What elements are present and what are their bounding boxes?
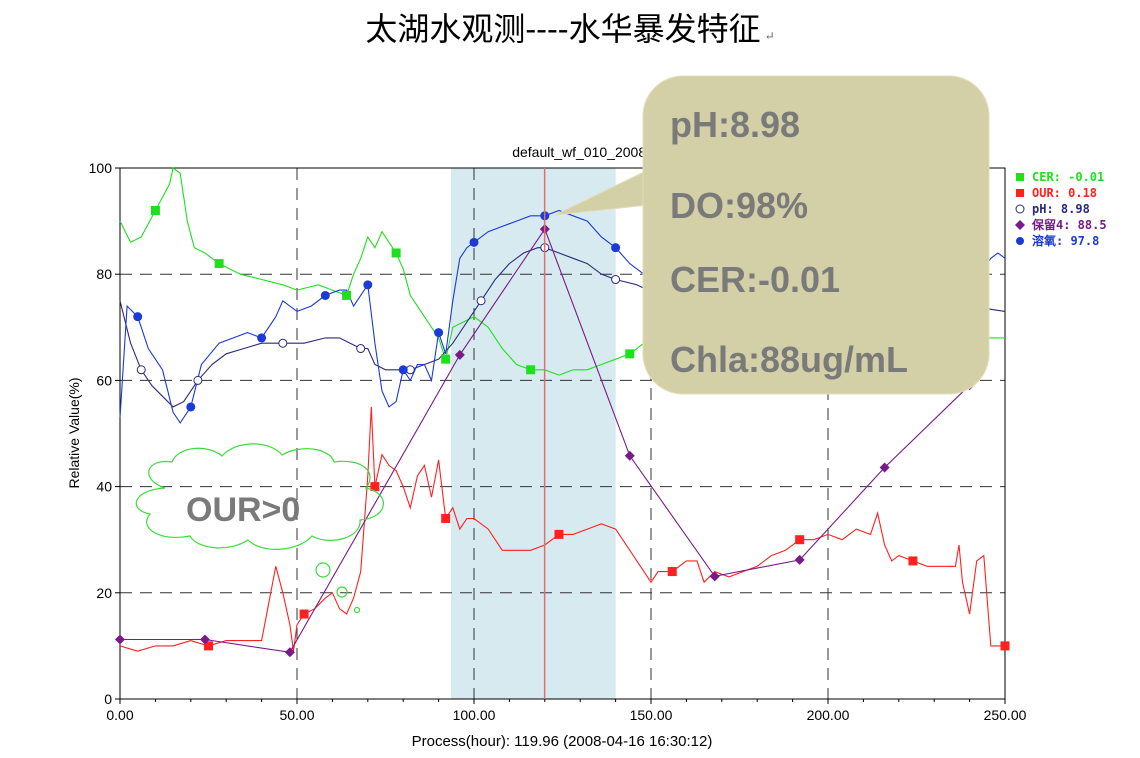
series-marker-1 <box>299 609 309 619</box>
cloud-outline <box>135 443 385 550</box>
y-tick-label: 60 <box>96 372 112 388</box>
highlight-band-layer <box>450 168 616 699</box>
series-marker-0 <box>214 259 224 269</box>
x-tick-label: 150.00 <box>630 707 673 723</box>
series-marker-4 <box>611 243 621 253</box>
y-axis-label: Relative Value(%) <box>66 377 82 488</box>
callout-do: DO:98% <box>670 185 808 226</box>
series-marker-3 <box>794 554 805 565</box>
series-marker-4 <box>434 328 444 338</box>
y-tick-label: 20 <box>96 585 112 601</box>
series-marker-4 <box>469 237 479 247</box>
callout-ph: pH:8.98 <box>670 104 800 145</box>
series-marker-4 <box>363 280 373 290</box>
thought-cloud <box>135 443 385 614</box>
series-marker-3 <box>454 349 465 360</box>
series-marker-1 <box>204 641 213 651</box>
series-marker-3 <box>709 571 720 582</box>
callout-chla: Chla:88ug/mL <box>670 339 908 380</box>
series-marker-4 <box>320 290 330 300</box>
series-marker-1 <box>667 567 677 577</box>
callout-box <box>642 75 990 395</box>
series-marker-1 <box>441 513 451 523</box>
legend-entry-2: pH: 8.98 <box>1032 202 1090 216</box>
series-marker-1 <box>370 482 380 492</box>
series-marker-4 <box>257 333 267 343</box>
series-marker-0 <box>342 290 352 300</box>
series-marker-0 <box>441 354 451 364</box>
series-marker-1 <box>554 529 564 539</box>
series-marker-3 <box>624 450 635 461</box>
series-marker-2 <box>356 344 366 354</box>
x-tick-label: 0.00 <box>106 707 133 723</box>
series-marker-2 <box>136 365 146 375</box>
callout-bubble: pH:8.98 DO:98% CER:-0.01 Chla:88ug/mL <box>554 75 990 395</box>
y-tick-label: 0 <box>104 691 112 707</box>
axes-layer: 0.00 50.00 100.00 150.00 200.00 250.00 0 20 40 60… <box>89 160 1027 723</box>
series-marker-3 <box>199 634 210 645</box>
y-tick-label: 100 <box>89 160 113 176</box>
x-axis-label: Process(hour): 119.96 (2008-04-16 16:30:… <box>412 733 713 750</box>
legend-entry-0: CER: -0.01 <box>1032 170 1104 184</box>
cloud-text: OUR>0 <box>186 491 300 529</box>
cloud-bubble-large <box>315 562 331 578</box>
y-tick-label: 40 <box>96 479 112 495</box>
series-marker-2 <box>193 375 203 385</box>
series-marker-2 <box>278 338 288 348</box>
series-marker-3 <box>879 462 890 473</box>
legend-marker-2 <box>1015 204 1025 214</box>
callout-cer: CER:-0.01 <box>670 259 840 300</box>
x-tick-label: 250.00 <box>984 707 1027 723</box>
slide-title-text: 太湖水观测----水华暴发特征 <box>365 10 761 48</box>
cloud-bubble-medium <box>336 586 348 598</box>
series-marker-4 <box>186 402 196 412</box>
series-line-3 <box>120 227 970 653</box>
series-marker-4 <box>133 312 143 322</box>
x-tick-label: 50.00 <box>279 707 314 723</box>
series-marker-2 <box>476 296 486 306</box>
series-marker-1 <box>795 535 805 545</box>
series-line-1 <box>119 406 1005 652</box>
series-marker-0 <box>526 365 536 375</box>
x-tick-label: 200.00 <box>807 707 850 723</box>
series-marker-3 <box>284 647 295 658</box>
legend-marker-3 <box>1015 220 1025 230</box>
highlight-band <box>450 168 616 699</box>
series-marker-4 <box>398 365 408 375</box>
paragraph-mark-icon: ↵ <box>764 29 775 43</box>
series-marker-0 <box>391 248 401 258</box>
legend-entry-1: OUR: 0.18 <box>1032 186 1097 200</box>
series-marker-3 <box>115 634 125 645</box>
series-marker-1 <box>908 556 918 566</box>
series-marker-0 <box>625 349 635 359</box>
series-marker-0 <box>150 205 160 215</box>
slide-title: 太湖水观测----水华暴发特征 ↵ <box>0 4 1140 50</box>
y-tick-label: 80 <box>96 266 112 282</box>
legend-marker-4 <box>1016 237 1024 245</box>
legend-entry-3: 保留4: 88.5 <box>1031 217 1107 232</box>
series-marker-2 <box>611 275 621 285</box>
x-tick-label: 100.00 <box>453 707 496 723</box>
plot-frame <box>119 167 1006 700</box>
legend-marker-1 <box>1016 189 1024 197</box>
series-marker-1 <box>1000 641 1010 651</box>
legend-entry-4: 溶氧: 97.8 <box>1032 233 1099 248</box>
legend-marker-0 <box>1016 173 1024 181</box>
cloud-bubble-small <box>353 606 361 614</box>
